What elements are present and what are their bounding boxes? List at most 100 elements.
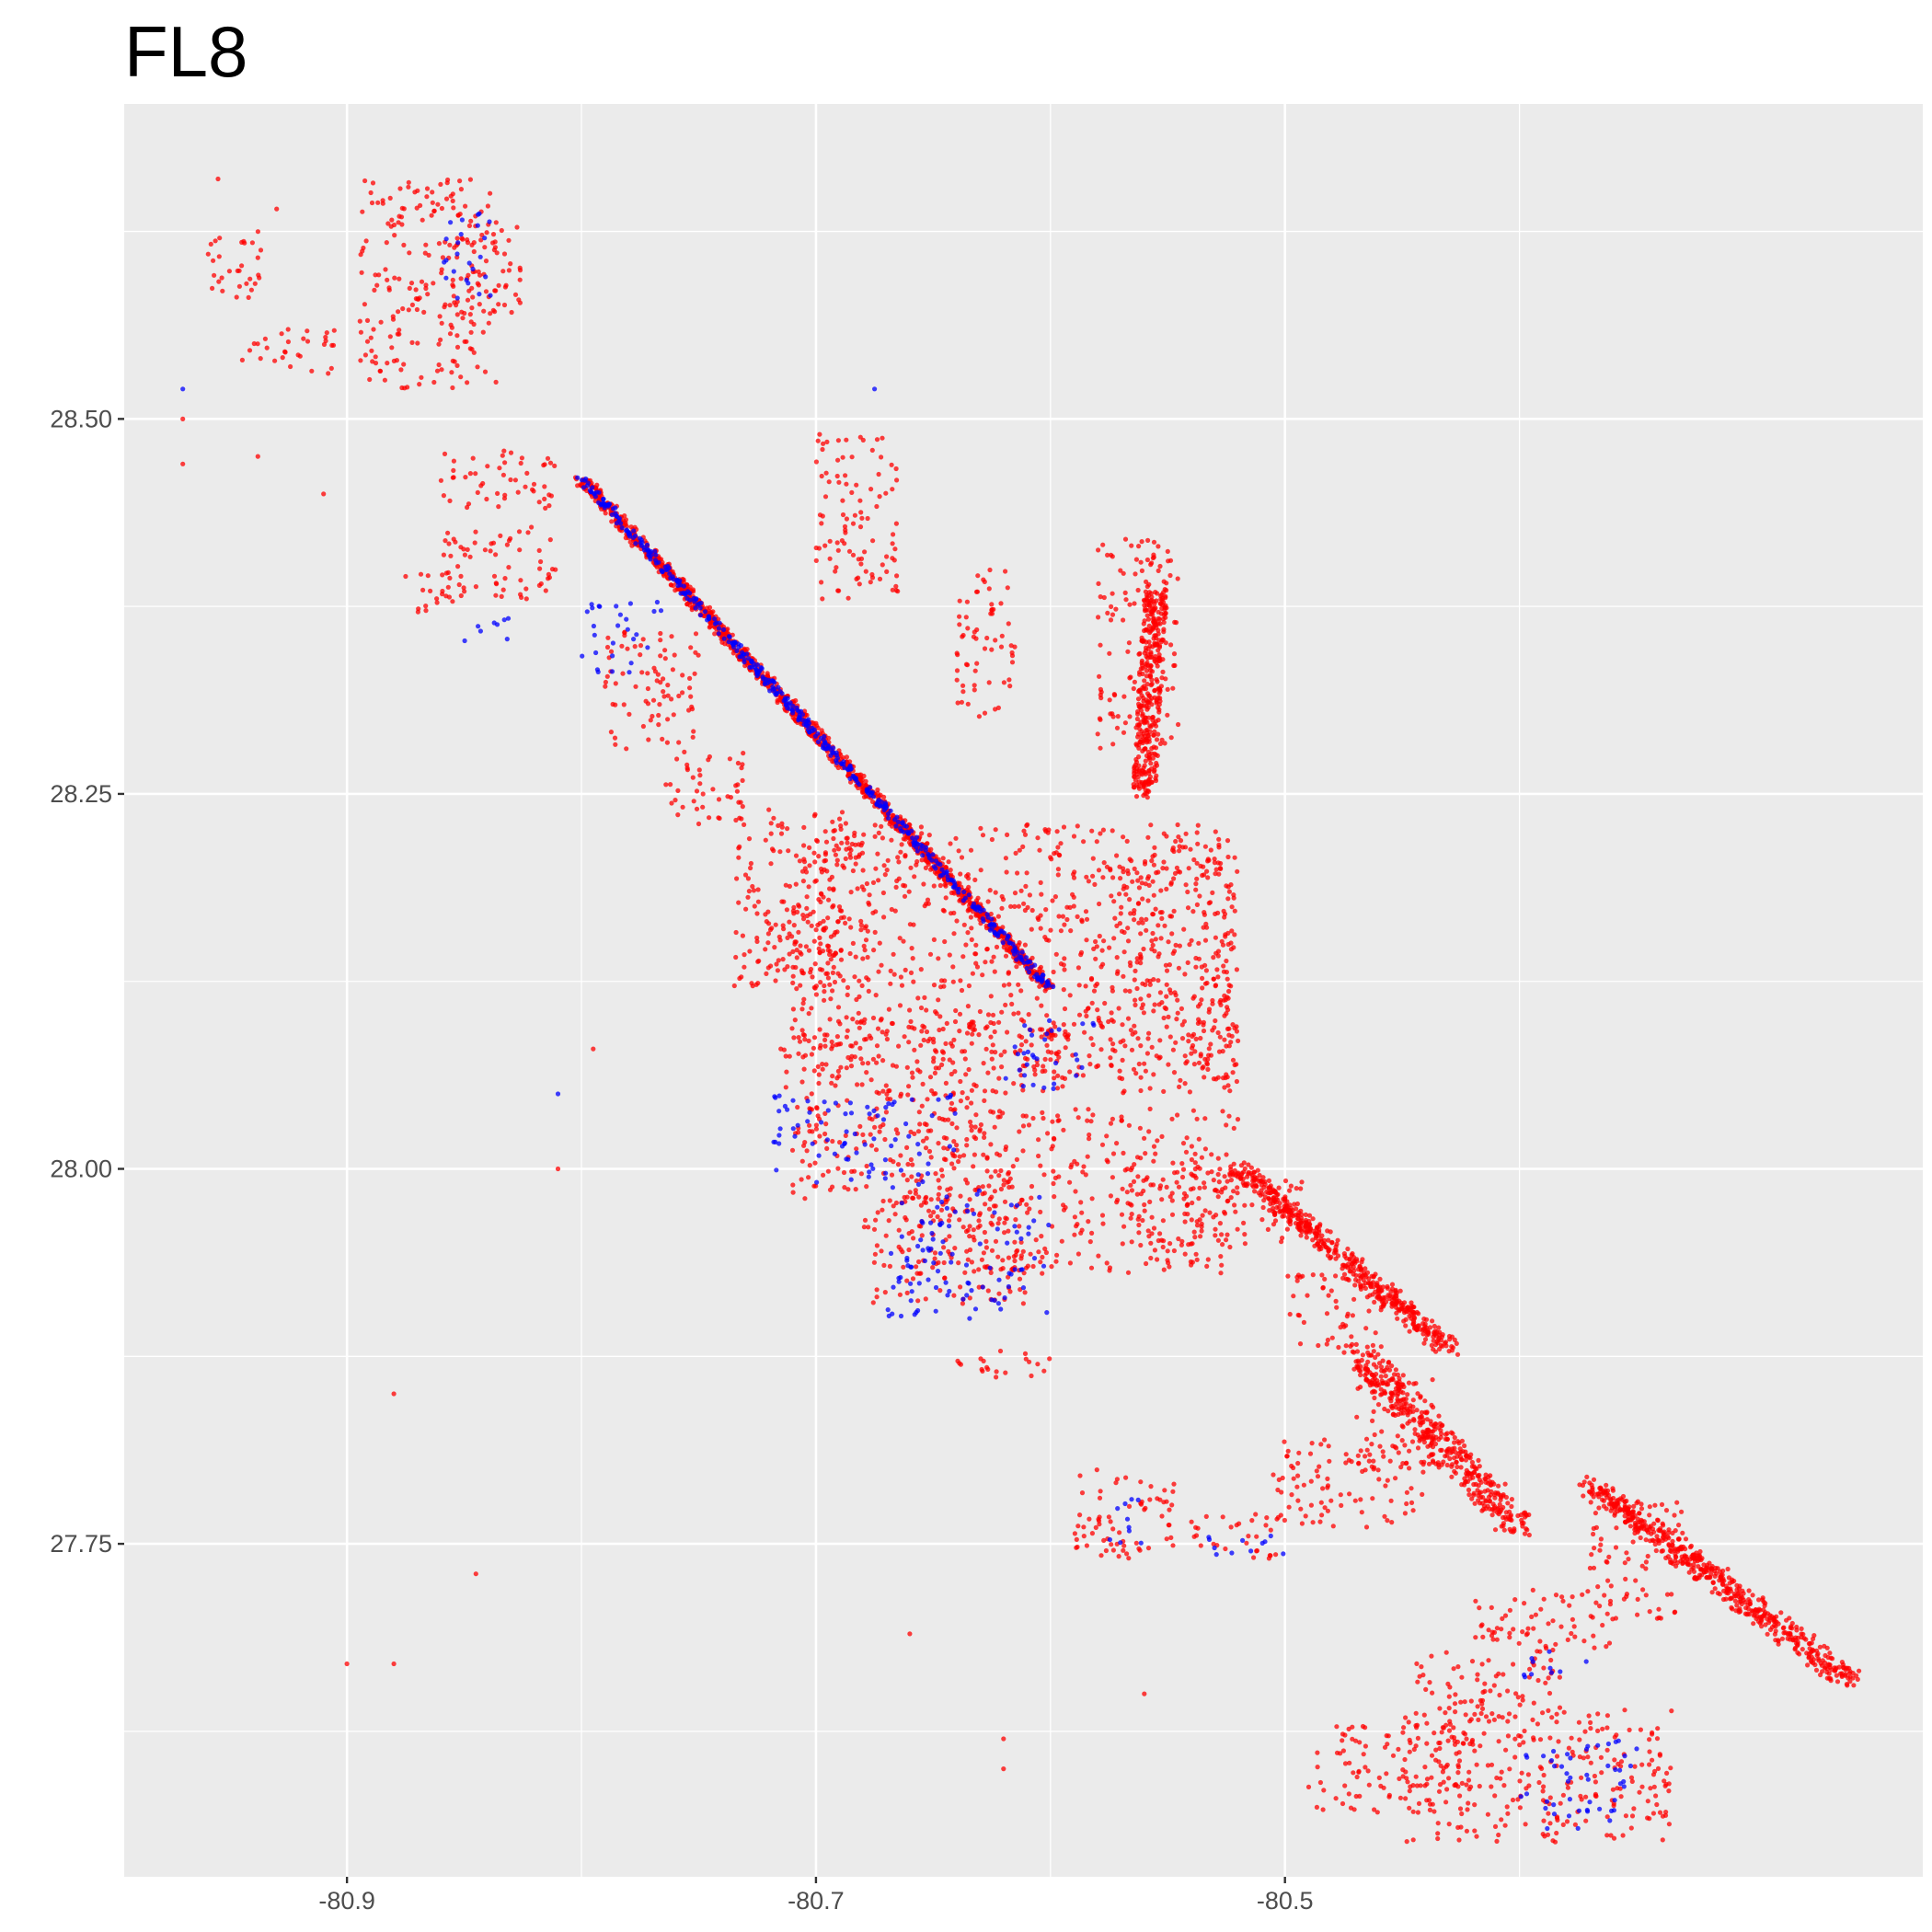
data-point bbox=[1415, 1445, 1421, 1451]
data-point bbox=[811, 1045, 817, 1051]
data-point bbox=[693, 650, 698, 655]
data-point bbox=[1053, 951, 1059, 957]
data-point bbox=[1189, 1519, 1194, 1524]
data-point bbox=[255, 255, 260, 260]
data-point bbox=[1052, 851, 1057, 857]
data-point bbox=[902, 1034, 907, 1040]
data-point bbox=[493, 592, 499, 598]
data-point bbox=[385, 221, 391, 226]
data-point bbox=[1006, 970, 1011, 975]
data-point bbox=[969, 1259, 974, 1265]
data-point bbox=[989, 1049, 995, 1054]
data-point bbox=[1477, 1605, 1482, 1611]
data-point bbox=[1022, 1055, 1029, 1061]
data-point bbox=[1540, 1798, 1547, 1803]
data-point bbox=[627, 711, 632, 718]
data-point bbox=[465, 380, 470, 385]
data-point bbox=[998, 1186, 1004, 1192]
data-point bbox=[1226, 1026, 1232, 1031]
data-point bbox=[918, 1042, 924, 1048]
data-point bbox=[673, 798, 678, 803]
data-point bbox=[1550, 1618, 1556, 1624]
data-point bbox=[1029, 907, 1035, 914]
data-point bbox=[823, 971, 829, 976]
data-point bbox=[901, 1264, 906, 1270]
data-point bbox=[830, 1043, 835, 1049]
data-point bbox=[736, 799, 742, 805]
data-point bbox=[359, 270, 364, 275]
data-point bbox=[1330, 1524, 1336, 1529]
data-point bbox=[1094, 1467, 1099, 1473]
data-point bbox=[1202, 1075, 1207, 1080]
data-point bbox=[1588, 1726, 1593, 1731]
data-point bbox=[1593, 1793, 1598, 1799]
data-point bbox=[1109, 604, 1114, 610]
data-point bbox=[983, 1046, 989, 1052]
data-point bbox=[439, 367, 444, 373]
data-point bbox=[1071, 834, 1077, 839]
data-point bbox=[1182, 1053, 1188, 1059]
data-point bbox=[1193, 1036, 1199, 1041]
data-point bbox=[464, 339, 469, 344]
data-point bbox=[1141, 946, 1146, 952]
data-point bbox=[823, 839, 830, 845]
data-point bbox=[1266, 1178, 1271, 1183]
data-point bbox=[1119, 1118, 1124, 1123]
data-point bbox=[907, 922, 914, 927]
data-point bbox=[454, 236, 460, 241]
data-point bbox=[1559, 1594, 1565, 1600]
data-point bbox=[1090, 1112, 1096, 1118]
data-point bbox=[1159, 1197, 1165, 1202]
data-point bbox=[1396, 1450, 1401, 1455]
data-point bbox=[1459, 1674, 1465, 1680]
data-point bbox=[1155, 1138, 1160, 1144]
data-point bbox=[498, 533, 503, 539]
data-point bbox=[842, 1185, 847, 1190]
data-point bbox=[928, 1213, 934, 1219]
data-point bbox=[1224, 1152, 1229, 1157]
data-point bbox=[813, 1126, 820, 1132]
data-point bbox=[890, 487, 895, 492]
data-point bbox=[800, 1031, 806, 1038]
data-point bbox=[877, 576, 883, 582]
data-point bbox=[1194, 902, 1200, 908]
data-point bbox=[217, 236, 223, 241]
data-point bbox=[869, 575, 876, 581]
data-point bbox=[1182, 1251, 1188, 1257]
data-point bbox=[844, 1065, 849, 1071]
data-point bbox=[830, 952, 836, 959]
data-point bbox=[1591, 1633, 1596, 1639]
data-point bbox=[996, 1173, 1002, 1179]
data-point bbox=[807, 1163, 812, 1168]
data-point bbox=[1020, 1301, 1026, 1306]
data-point bbox=[1308, 1502, 1314, 1508]
data-point bbox=[1657, 1810, 1663, 1815]
data-point bbox=[469, 347, 475, 352]
data-point bbox=[925, 897, 931, 903]
data-point bbox=[388, 224, 394, 229]
data-point bbox=[1136, 544, 1142, 549]
data-point bbox=[421, 309, 427, 315]
data-point bbox=[849, 454, 855, 460]
data-point bbox=[1179, 1174, 1186, 1180]
data-point bbox=[996, 1216, 1002, 1222]
data-point bbox=[980, 1368, 985, 1374]
data-point bbox=[882, 1290, 888, 1295]
data-point bbox=[801, 1066, 807, 1072]
data-point bbox=[409, 339, 415, 345]
data-point bbox=[1382, 1744, 1388, 1750]
data-point bbox=[969, 1100, 974, 1106]
data-point bbox=[826, 479, 832, 485]
data-point bbox=[399, 222, 405, 227]
data-point bbox=[1164, 834, 1169, 839]
data-point bbox=[499, 593, 504, 600]
data-point bbox=[1009, 1001, 1015, 1006]
data-point bbox=[1202, 1208, 1208, 1213]
data-point bbox=[994, 1089, 999, 1095]
data-point bbox=[1138, 1087, 1144, 1094]
data-point bbox=[1087, 1136, 1092, 1142]
data-point bbox=[1094, 981, 1100, 987]
data-point bbox=[375, 200, 381, 205]
data-point bbox=[792, 939, 798, 945]
data-point bbox=[1110, 591, 1115, 596]
